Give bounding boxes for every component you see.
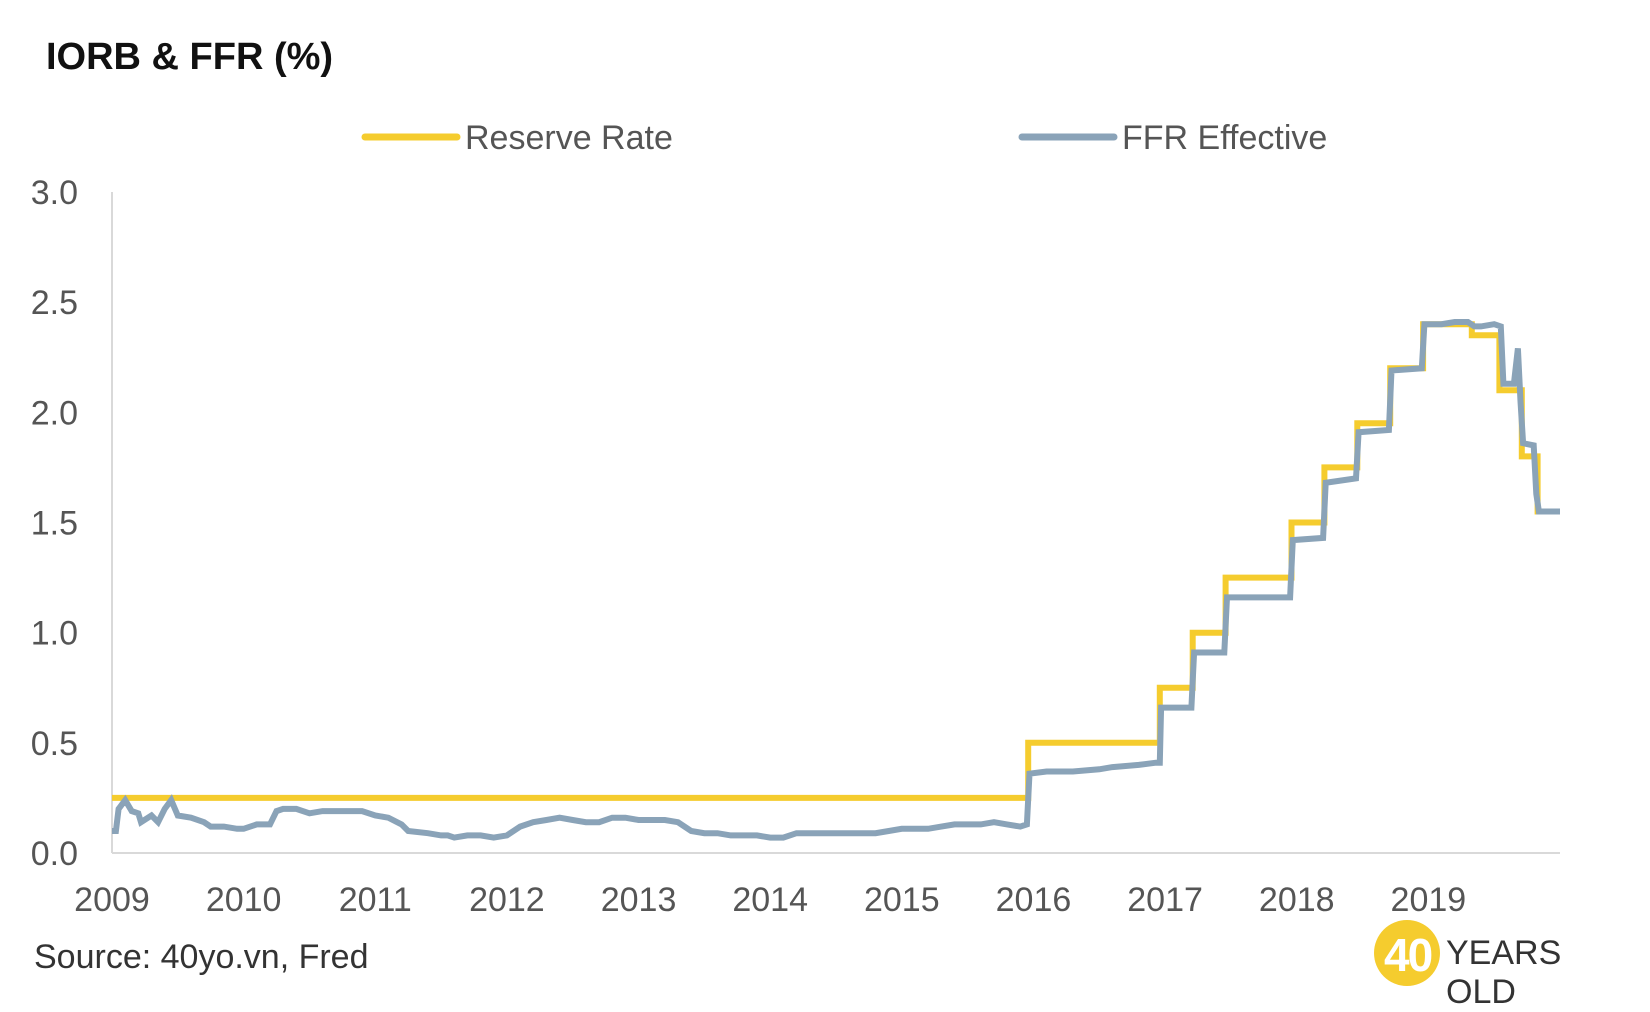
x-tick-label: 2009 <box>74 881 150 919</box>
axes: 0.0 0.5 1.0 1.5 2.0 2.5 3.0 2009 2010 2011 2012 201… <box>31 174 1560 919</box>
x-tick-label: 2013 <box>601 881 677 919</box>
x-tick-label: 2018 <box>1259 881 1335 919</box>
x-tick-label: 2012 <box>469 881 545 919</box>
y-tick-label: 2.0 <box>31 394 78 432</box>
y-tick-label: 2.5 <box>31 284 78 322</box>
legend: Reserve Rate FFR Effective <box>361 119 1327 157</box>
x-tick-label: 2011 <box>339 881 412 919</box>
series-line-reserve-rate <box>112 321 1560 801</box>
y-tick-label: 0.5 <box>31 725 78 763</box>
legend-label-reserve-rate: Reserve Rate <box>465 119 673 157</box>
y-tick-label: 0.0 <box>31 835 78 873</box>
x-tick-label: 2015 <box>864 881 940 919</box>
y-tick-label: 1.5 <box>31 505 78 543</box>
brand-logo: 40 YEARS OLD <box>1374 918 1634 1011</box>
x-tick-label: 2010 <box>206 881 282 919</box>
brand-text: YEARS OLD <box>1446 934 1562 1011</box>
x-tick-label: 2019 <box>1391 881 1467 919</box>
legend-label-ffr-effective: FFR Effective <box>1122 119 1327 157</box>
series-line-ffr-effective <box>112 319 1560 841</box>
brand-badge-icon <box>1374 920 1440 986</box>
series-layer <box>112 319 1560 841</box>
x-tick-label: 2016 <box>996 881 1072 919</box>
x-tick-label: 2017 <box>1127 881 1203 919</box>
chart-title: IORB & FFR (%) <box>46 36 334 78</box>
brand-number: 40 <box>1384 929 1433 981</box>
y-tick-label: 1.0 <box>31 615 78 653</box>
source-note: Source: 40yo.vn, Fred <box>34 938 369 976</box>
x-tick-label: 2014 <box>732 881 808 919</box>
chart-area: Reserve Rate FFR Effective 0.0 0.5 1.0 1.5 2.… <box>31 119 1560 919</box>
y-tick-label: 3.0 <box>31 174 78 212</box>
